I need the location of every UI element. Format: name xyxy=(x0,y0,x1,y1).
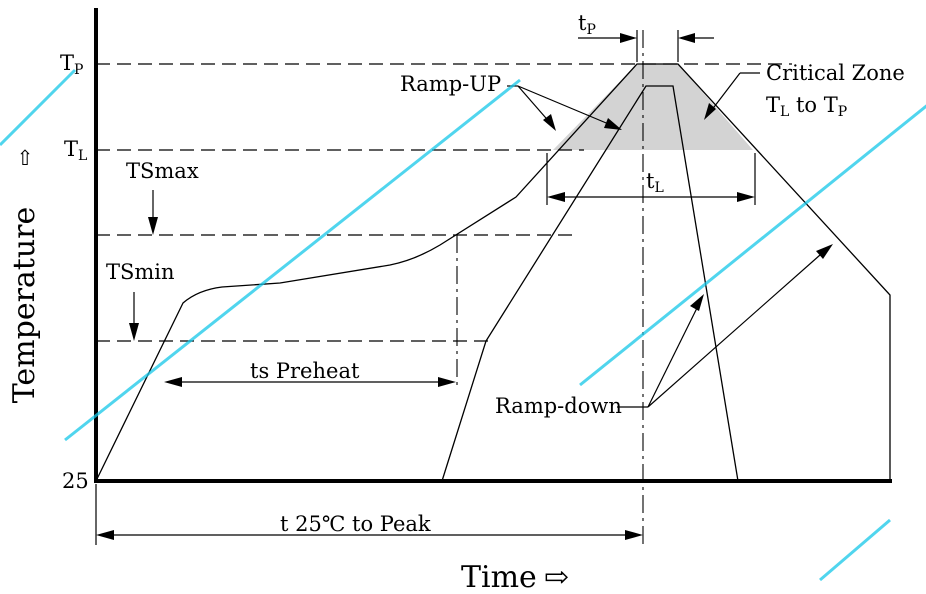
reflow-profile-outer xyxy=(95,63,891,482)
preheat-arrowhead-left xyxy=(164,377,182,387)
origin-label: 25 xyxy=(62,469,89,493)
ramp-down-leader-b xyxy=(647,254,821,408)
critical-zone-arrowhead xyxy=(704,103,716,120)
ramp-down-arrowhead-1 xyxy=(690,294,704,311)
x-axis-arrow: ⇨ xyxy=(544,560,569,594)
ramp-down-arrowhead-2 xyxy=(816,244,833,259)
ramp-down-leader-a xyxy=(647,307,698,408)
tsmin-arrowhead xyxy=(129,323,139,341)
critical-zone-leader xyxy=(710,72,741,112)
preheat-label: ts Preheat xyxy=(250,359,360,383)
critical-zone-title: Critical Zone xyxy=(766,61,905,85)
t25-to-peak-label: t 25℃ to Peak xyxy=(280,512,431,536)
t25-arrowhead-right xyxy=(625,530,643,540)
x-axis-label: Time xyxy=(461,560,537,594)
tsmax-label: TSmax xyxy=(126,159,199,183)
y-axis-arrow: ⇧ xyxy=(16,146,34,170)
critical-zone-area xyxy=(553,64,753,150)
tl-arrowhead-left xyxy=(547,192,565,202)
preheat-arrowhead-right xyxy=(438,377,456,387)
t25-arrowhead-left xyxy=(96,530,114,540)
tsmax-arrowhead xyxy=(148,217,158,235)
tp-level-label: TP xyxy=(60,51,83,78)
tp-arrowhead-left xyxy=(620,33,637,43)
ramp-up-arrowhead-1 xyxy=(543,114,556,131)
watermark-stripes xyxy=(0,68,926,582)
ramp-up-label: Ramp-UP xyxy=(400,72,501,96)
ramp-up-arrowhead-2 xyxy=(604,118,622,130)
tl-duration-label: tL xyxy=(646,169,664,196)
critical-zone-range: TL to TP xyxy=(766,93,847,120)
ramp-up-leader-c xyxy=(517,85,612,126)
tl-arrowhead-right xyxy=(737,192,755,202)
tsmin-label: TSmin xyxy=(106,260,175,284)
tp-arrowhead-right xyxy=(678,33,695,43)
tl-level-label: TL xyxy=(64,137,87,164)
reflow-profile-inner xyxy=(441,85,739,482)
ramp-down-label: Ramp-down xyxy=(495,394,622,418)
tp-duration-label: tP xyxy=(578,11,596,38)
y-axis-label: Temperature xyxy=(7,207,42,404)
